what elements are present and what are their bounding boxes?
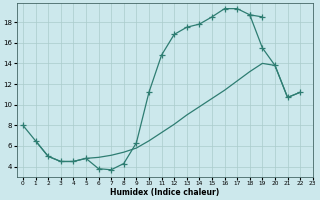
X-axis label: Humidex (Indice chaleur): Humidex (Indice chaleur) — [110, 188, 219, 197]
